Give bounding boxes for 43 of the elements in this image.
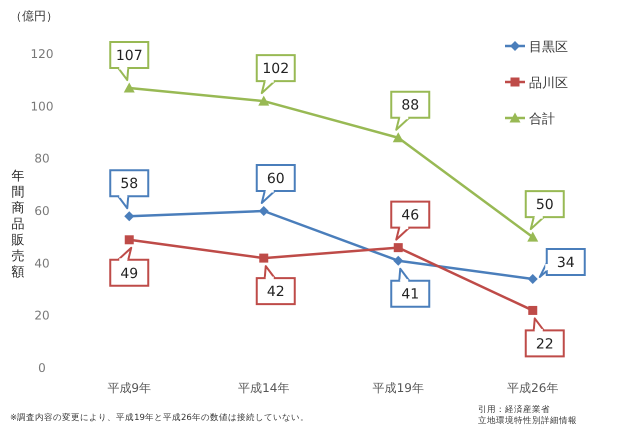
data-label: 22 [536,336,554,352]
data-label: 58 [120,176,138,192]
legend-label: 品川区 [529,76,568,91]
legend-label: 合計 [529,112,555,127]
y-tick-label: 20 [34,308,50,323]
data-label: 88 [401,98,420,114]
point [528,306,538,315]
data-label: 42 [266,284,285,300]
data-label: 41 [401,286,420,303]
point [124,235,134,244]
point [258,96,270,106]
point [527,232,538,242]
y-tick-label: 40 [34,256,50,270]
point [528,274,538,284]
point [259,254,268,263]
chart-subtitle: （億円） [10,9,58,23]
data-label: 46 [401,208,420,224]
y-tick-label: 120 [30,47,54,61]
data-label: 102 [262,61,290,78]
y-tick-label: 80 [34,152,50,166]
data-label: 60 [266,171,285,187]
point [394,243,403,252]
x-tick-label: 平成14年 [238,381,290,395]
data-label: 107 [116,48,143,64]
x-tick-label: 平成26年 [507,381,558,395]
point [392,132,404,142]
x-tick-label: 平成19年 [372,381,424,395]
point [258,206,269,216]
point [393,256,404,266]
y-axis-title: 年間商品販売額 [12,169,24,280]
text: ※調査内容の変更により、平成19年と平成26年の数値は接続していない。 [10,412,309,423]
x-tick-label: 平成9年 [107,381,152,395]
y-tick-label: 0 [38,361,46,375]
legend-label: 目黒区 [529,40,568,55]
y-tick-label: 100 [30,99,54,114]
text: 引用：経済産業省 [478,404,550,415]
text: 立地環境特性別詳細情報 [478,415,577,426]
data-label: 34 [556,255,575,272]
y-tick-label: 60 [34,204,50,218]
point [124,82,135,93]
data-label: 49 [120,266,138,282]
point [124,211,134,222]
data-label: 50 [536,197,554,214]
